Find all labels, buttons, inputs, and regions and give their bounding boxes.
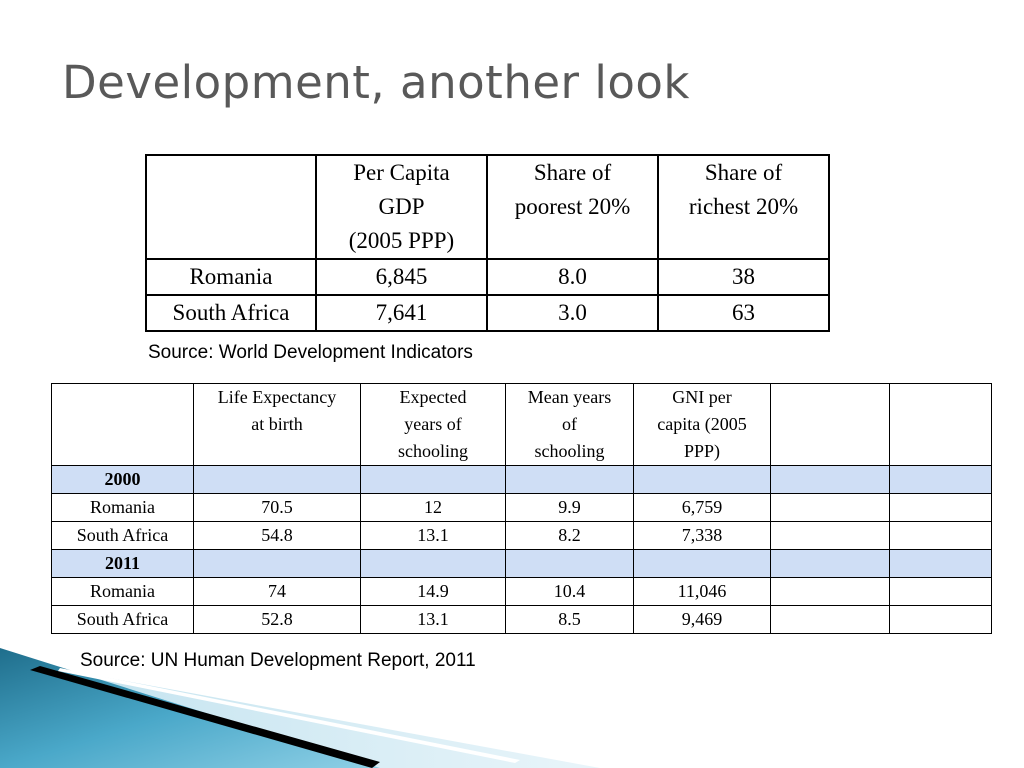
header-line: Expected	[399, 387, 467, 407]
empty-cell	[770, 521, 890, 550]
table2-header-gni: GNI per capita (2005 PPP)	[633, 383, 771, 466]
wave-white-stripe	[58, 668, 520, 763]
empty-cell	[360, 549, 506, 578]
mean-schooling-cell: 8.5	[505, 605, 634, 634]
header-line: years of	[404, 414, 462, 434]
header-line: at birth	[251, 414, 303, 434]
decorative-wave-graphic	[0, 648, 600, 768]
table2-header-mean-schooling: Mean years of schooling	[505, 383, 634, 466]
gni-cell: 7,338	[633, 521, 771, 550]
header-line: poorest 20%	[514, 194, 631, 219]
empty-cell	[770, 493, 890, 522]
empty-cell	[889, 605, 992, 634]
table1-header-empty	[145, 154, 317, 260]
mean-schooling-cell: 8.2	[505, 521, 634, 550]
table-row: Romania 70.5 12 9.9 6,759	[51, 493, 992, 522]
empty-cell	[770, 577, 890, 606]
gdp-cell: 6,845	[315, 258, 488, 296]
life-expectancy-cell: 70.5	[193, 493, 361, 522]
table2-header-empty	[51, 383, 194, 466]
table1-header-poorest: Share of poorest 20%	[486, 154, 659, 260]
gni-cell: 9,469	[633, 605, 771, 634]
empty-cell	[633, 549, 771, 578]
header-line: richest 20%	[688, 194, 799, 219]
table-row: Romania 74 14.9 10.4 11,046	[51, 577, 992, 606]
country-cell: South Africa	[145, 294, 317, 332]
gdp-distribution-table: Per Capita GDP (2005 PPP) Share of poore…	[145, 154, 830, 332]
country-cell: South Africa	[51, 605, 194, 634]
poorest-share-cell: 8.0	[486, 258, 659, 296]
empty-cell	[889, 577, 992, 606]
expected-schooling-cell: 13.1	[360, 521, 506, 550]
human-development-table: Life Expectancy at birth Expected years …	[51, 383, 992, 634]
empty-cell	[889, 521, 992, 550]
year-row-2000: 2000	[51, 465, 992, 494]
expected-schooling-cell: 13.1	[360, 605, 506, 634]
header-line: capita (2005	[657, 414, 747, 434]
wave-black-stripe	[30, 666, 380, 768]
life-expectancy-cell: 52.8	[193, 605, 361, 634]
table2-header-life-expectancy: Life Expectancy at birth	[193, 383, 361, 466]
empty-cell	[360, 465, 506, 494]
header-line: Per Capita	[353, 160, 450, 185]
header-line: GNI per	[672, 387, 732, 407]
source-note-undp: Source: UN Human Development Report, 201…	[80, 650, 476, 671]
country-cell: Romania	[51, 577, 194, 606]
table2-header-row: Life Expectancy at birth Expected years …	[51, 383, 992, 466]
header-line: Life Expectancy	[217, 387, 337, 407]
header-line: (2005 PPP)	[348, 228, 455, 253]
header-line: schooling	[398, 441, 468, 461]
source-note-world-bank: Source: World Development Indicators	[148, 342, 473, 363]
table2-header-blank	[770, 383, 890, 466]
year-label: 2000	[51, 465, 194, 494]
life-expectancy-cell: 54.8	[193, 521, 361, 550]
mean-schooling-cell: 9.9	[505, 493, 634, 522]
empty-cell	[889, 465, 992, 494]
gdp-cell: 7,641	[315, 294, 488, 332]
table2-header-expected-schooling: Expected years of schooling	[360, 383, 506, 466]
empty-cell	[193, 465, 361, 494]
empty-cell	[770, 465, 890, 494]
table1-header-gdp: Per Capita GDP (2005 PPP)	[315, 154, 488, 260]
empty-cell	[633, 465, 771, 494]
richest-share-cell: 63	[657, 294, 830, 332]
year-row-2011: 2011	[51, 549, 992, 578]
country-cell: Romania	[51, 493, 194, 522]
table-row: South Africa 54.8 13.1 8.2 7,338	[51, 521, 992, 550]
table2-header-blank	[889, 383, 992, 466]
mean-schooling-cell: 10.4	[505, 577, 634, 606]
header-line: schooling	[534, 441, 605, 461]
empty-cell	[770, 549, 890, 578]
table-row: South Africa 7,641 3.0 63	[145, 294, 830, 332]
expected-schooling-cell: 14.9	[360, 577, 506, 606]
table1-header-row: Per Capita GDP (2005 PPP) Share of poore…	[145, 154, 830, 260]
header-line: Mean years	[527, 387, 612, 407]
empty-cell	[193, 549, 361, 578]
slide-title: Development, another look	[62, 56, 690, 109]
empty-cell	[889, 549, 992, 578]
header-line: PPP)	[683, 441, 721, 461]
empty-cell	[889, 493, 992, 522]
table1-header-richest: Share of richest 20%	[657, 154, 830, 260]
header-line: Share of	[704, 160, 783, 185]
country-cell: South Africa	[51, 521, 194, 550]
empty-cell	[770, 605, 890, 634]
expected-schooling-cell: 12	[360, 493, 506, 522]
header-line: of	[562, 414, 577, 434]
header-line: GDP	[378, 194, 425, 219]
gni-cell: 6,759	[633, 493, 771, 522]
table-row: Romania 6,845 8.0 38	[145, 258, 830, 296]
empty-cell	[505, 549, 634, 578]
gni-cell: 11,046	[633, 577, 771, 606]
header-line: Share of	[533, 160, 612, 185]
empty-cell	[505, 465, 634, 494]
year-label: 2011	[51, 549, 194, 578]
life-expectancy-cell: 74	[193, 577, 361, 606]
richest-share-cell: 38	[657, 258, 830, 296]
table-row: South Africa 52.8 13.1 8.5 9,469	[51, 605, 992, 634]
country-cell: Romania	[145, 258, 317, 296]
poorest-share-cell: 3.0	[486, 294, 659, 332]
